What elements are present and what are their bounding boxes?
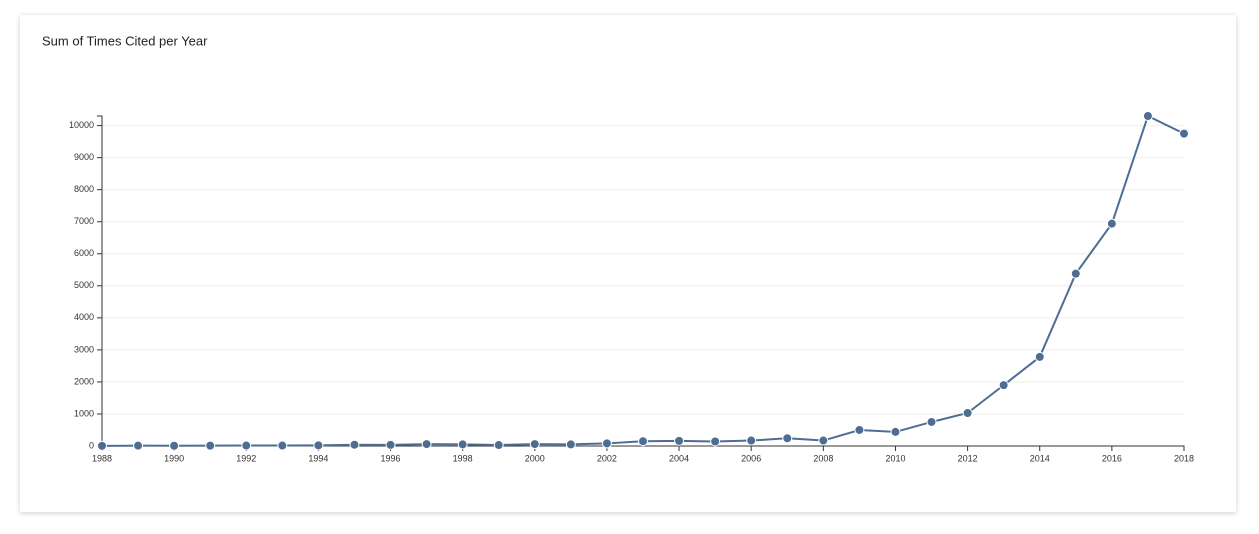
point [1142, 111, 1153, 121]
point [133, 440, 144, 451]
point [710, 436, 721, 447]
y-axis [97, 115, 103, 447]
point [601, 438, 612, 449]
x-axis [101, 445, 1185, 451]
x-tick-label: 1994 [308, 453, 328, 463]
x-tick-label: 2004 [669, 453, 689, 463]
y-tick-label: 10000 [69, 120, 94, 130]
y-tick-label: 4000 [74, 312, 94, 322]
point [493, 440, 504, 451]
point [854, 424, 865, 435]
x-tick-label: 2014 [1030, 453, 1050, 463]
point [205, 440, 216, 451]
x-tick-label: 2008 [813, 453, 833, 463]
y-tick-label: 9000 [74, 152, 94, 162]
point [674, 435, 685, 446]
point [529, 439, 540, 450]
point [169, 440, 180, 451]
point [1179, 128, 1189, 139]
x-tick-label: 2016 [1102, 453, 1122, 463]
x-tick-label: 2012 [958, 453, 978, 463]
point [277, 440, 288, 451]
x-tick-label: 2006 [741, 453, 761, 463]
chart-title: Sum of Times Cited per Year [42, 33, 208, 48]
point [313, 440, 324, 451]
y-tick-label: 8000 [74, 184, 94, 194]
x-tick-label: 1992 [236, 453, 256, 463]
x-tick-label: 2010 [885, 453, 905, 463]
point [1034, 351, 1045, 362]
point [998, 380, 1009, 391]
point [890, 426, 901, 437]
point [349, 439, 360, 450]
x-tick-label: 1988 [92, 453, 112, 463]
y-tick-label: 0 [89, 440, 94, 450]
point [818, 435, 829, 446]
point [565, 439, 576, 450]
line [101, 114, 1185, 447]
point [782, 433, 793, 444]
y-tick-label: 5000 [74, 280, 94, 290]
point [97, 440, 107, 451]
y-tick-label: 1000 [74, 408, 94, 418]
card [20, 15, 1236, 512]
y-tick-label: 6000 [74, 248, 94, 258]
point [638, 436, 648, 447]
x-tick-label: 1998 [453, 453, 473, 463]
point [385, 439, 396, 450]
point [1070, 268, 1081, 279]
y-tick-label: 2000 [74, 376, 94, 386]
y-tick-label: 7000 [74, 216, 94, 226]
point [1106, 218, 1117, 229]
point [926, 416, 937, 427]
y-tick-label: 3000 [74, 344, 94, 354]
point [746, 435, 757, 446]
x-tick-label: 2000 [525, 453, 545, 463]
x-tick-label: 2002 [597, 453, 617, 463]
x-tick-label: 2018 [1174, 453, 1194, 463]
point [962, 408, 973, 418]
point [457, 439, 468, 450]
x-tick-label: 1990 [164, 453, 184, 463]
point [241, 440, 252, 451]
x-tick-label: 1996 [381, 453, 401, 463]
point [421, 439, 432, 450]
